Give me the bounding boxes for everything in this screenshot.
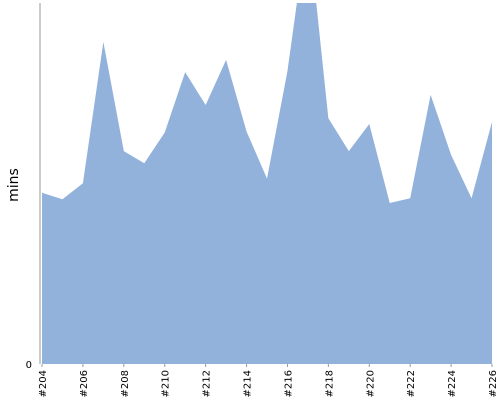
area-series-0 xyxy=(42,3,492,364)
x-tick-label: #224 xyxy=(447,370,458,397)
x-tick-label: #216 xyxy=(283,370,294,397)
x-tick-label: #218 xyxy=(324,370,335,397)
y-tick-label: 0 xyxy=(26,360,32,371)
x-tick-label: #212 xyxy=(202,370,213,397)
x-tick-label: #210 xyxy=(161,370,172,397)
x-tick-label: #214 xyxy=(243,370,254,397)
x-tick-label: #220 xyxy=(365,370,376,397)
x-tick-label: #226 xyxy=(488,370,499,397)
x-tick-label: #204 xyxy=(38,370,49,397)
x-tick-label: #206 xyxy=(79,370,90,397)
x-tick-label: #208 xyxy=(120,370,131,397)
x-tick-label: #222 xyxy=(406,370,417,397)
y-axis-label: mins xyxy=(6,168,22,202)
